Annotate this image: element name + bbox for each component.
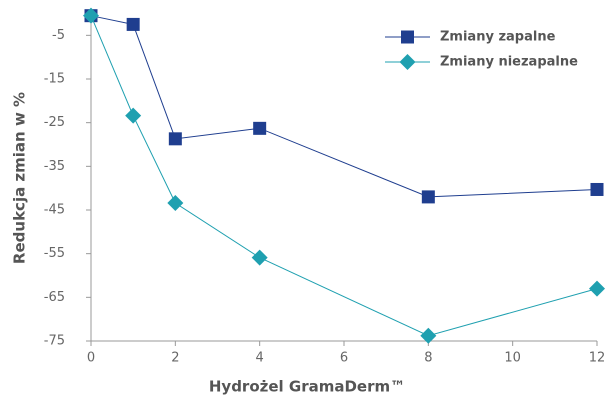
marker [420,327,437,344]
x-tick-label: 8 [424,351,432,366]
y-axis-title: Redukcja zmian w % [11,92,29,264]
y-tick-label: -15 [44,72,65,87]
x-tick-label: 6 [340,351,348,366]
x-axis-title: Hydrożel GramaDerm™ [209,378,405,396]
x-tick-label: 12 [589,351,606,366]
y-tick-label: -55 [44,246,65,261]
marker [421,190,435,204]
marker [589,280,605,297]
legend-label: Zmiany niezapalne [440,55,578,70]
legend-marker [399,54,416,70]
x-tick-label: 10 [504,351,521,366]
marker [253,121,267,135]
x-tick-label: 4 [256,351,264,366]
y-tick-label: -5 [52,28,65,43]
y-tick-label: -45 [44,203,65,218]
y-tick-label: -25 [44,115,65,130]
marker [126,17,140,31]
marker [83,7,99,24]
y-tick-label: -35 [44,159,65,174]
legend-label: Zmiany zapalne [440,30,556,45]
marker [168,132,182,146]
marker [125,107,142,124]
marker [251,249,268,266]
series-line [90,15,598,198]
marker [167,195,184,212]
series-line [90,15,598,337]
marker [590,182,604,196]
x-tick-label: 2 [171,351,179,366]
x-tick-label: 0 [87,351,95,366]
y-tick-label: -75 [44,334,65,349]
legend-marker [401,30,414,44]
y-tick-label: -65 [44,290,65,305]
